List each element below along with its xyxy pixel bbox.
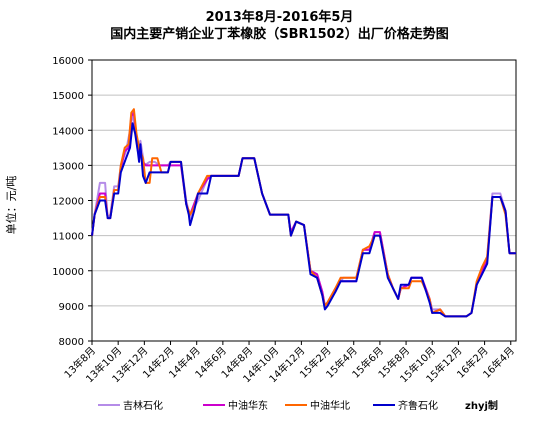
series-line-3 (91, 108, 516, 318)
legend-label: 吉林石化 (123, 399, 163, 412)
y-tick-label: 16000 (52, 56, 84, 67)
y-tick-label: 12000 (52, 197, 84, 208)
y-tick-label: 9000 (59, 302, 84, 313)
credit-label: zhyj制 (465, 399, 498, 412)
series-lines (91, 108, 516, 318)
y-tick-label: 14000 (52, 126, 84, 137)
legend-label: 齐鲁石化 (398, 399, 438, 412)
series-line-2 (91, 111, 516, 318)
y-tick-label: 15000 (52, 91, 84, 102)
series-line-4 (91, 122, 516, 318)
x-axis-ticks: 13年8月13年10月13年12月14年2月14年4月14年6月14年8月14年… (61, 341, 517, 385)
legend-label: 中油华东 (228, 399, 268, 412)
legend: 吉林石化 中油华东 中油华北 齐鲁石化 (98, 399, 438, 412)
legend-label: 中油华北 (310, 399, 350, 412)
y-tick-label: 10000 (52, 267, 84, 278)
series-line-1 (91, 111, 516, 318)
chart-title-line2: 国内主要产销企业丁苯橡胶（SBR1502）出厂价格走势图 (110, 27, 449, 42)
y-tick-label: 11000 (52, 232, 84, 243)
chart-title-line1: 2013年8月-2016年5月 (205, 10, 354, 25)
chart-title: 2013年8月-2016年5月 国内主要产销企业丁苯橡胶（SBR1502）出厂价… (0, 9, 559, 43)
y-axis-ticks: 8000 9000 10000 11000 12000 13000 14000 15000 16… (52, 56, 92, 348)
y-tick-label: 13000 (52, 161, 84, 172)
y-axis-label: 单位：元/吨 (4, 176, 18, 235)
grid-lines (92, 94, 516, 307)
y-tick-label: 8000 (59, 337, 84, 348)
